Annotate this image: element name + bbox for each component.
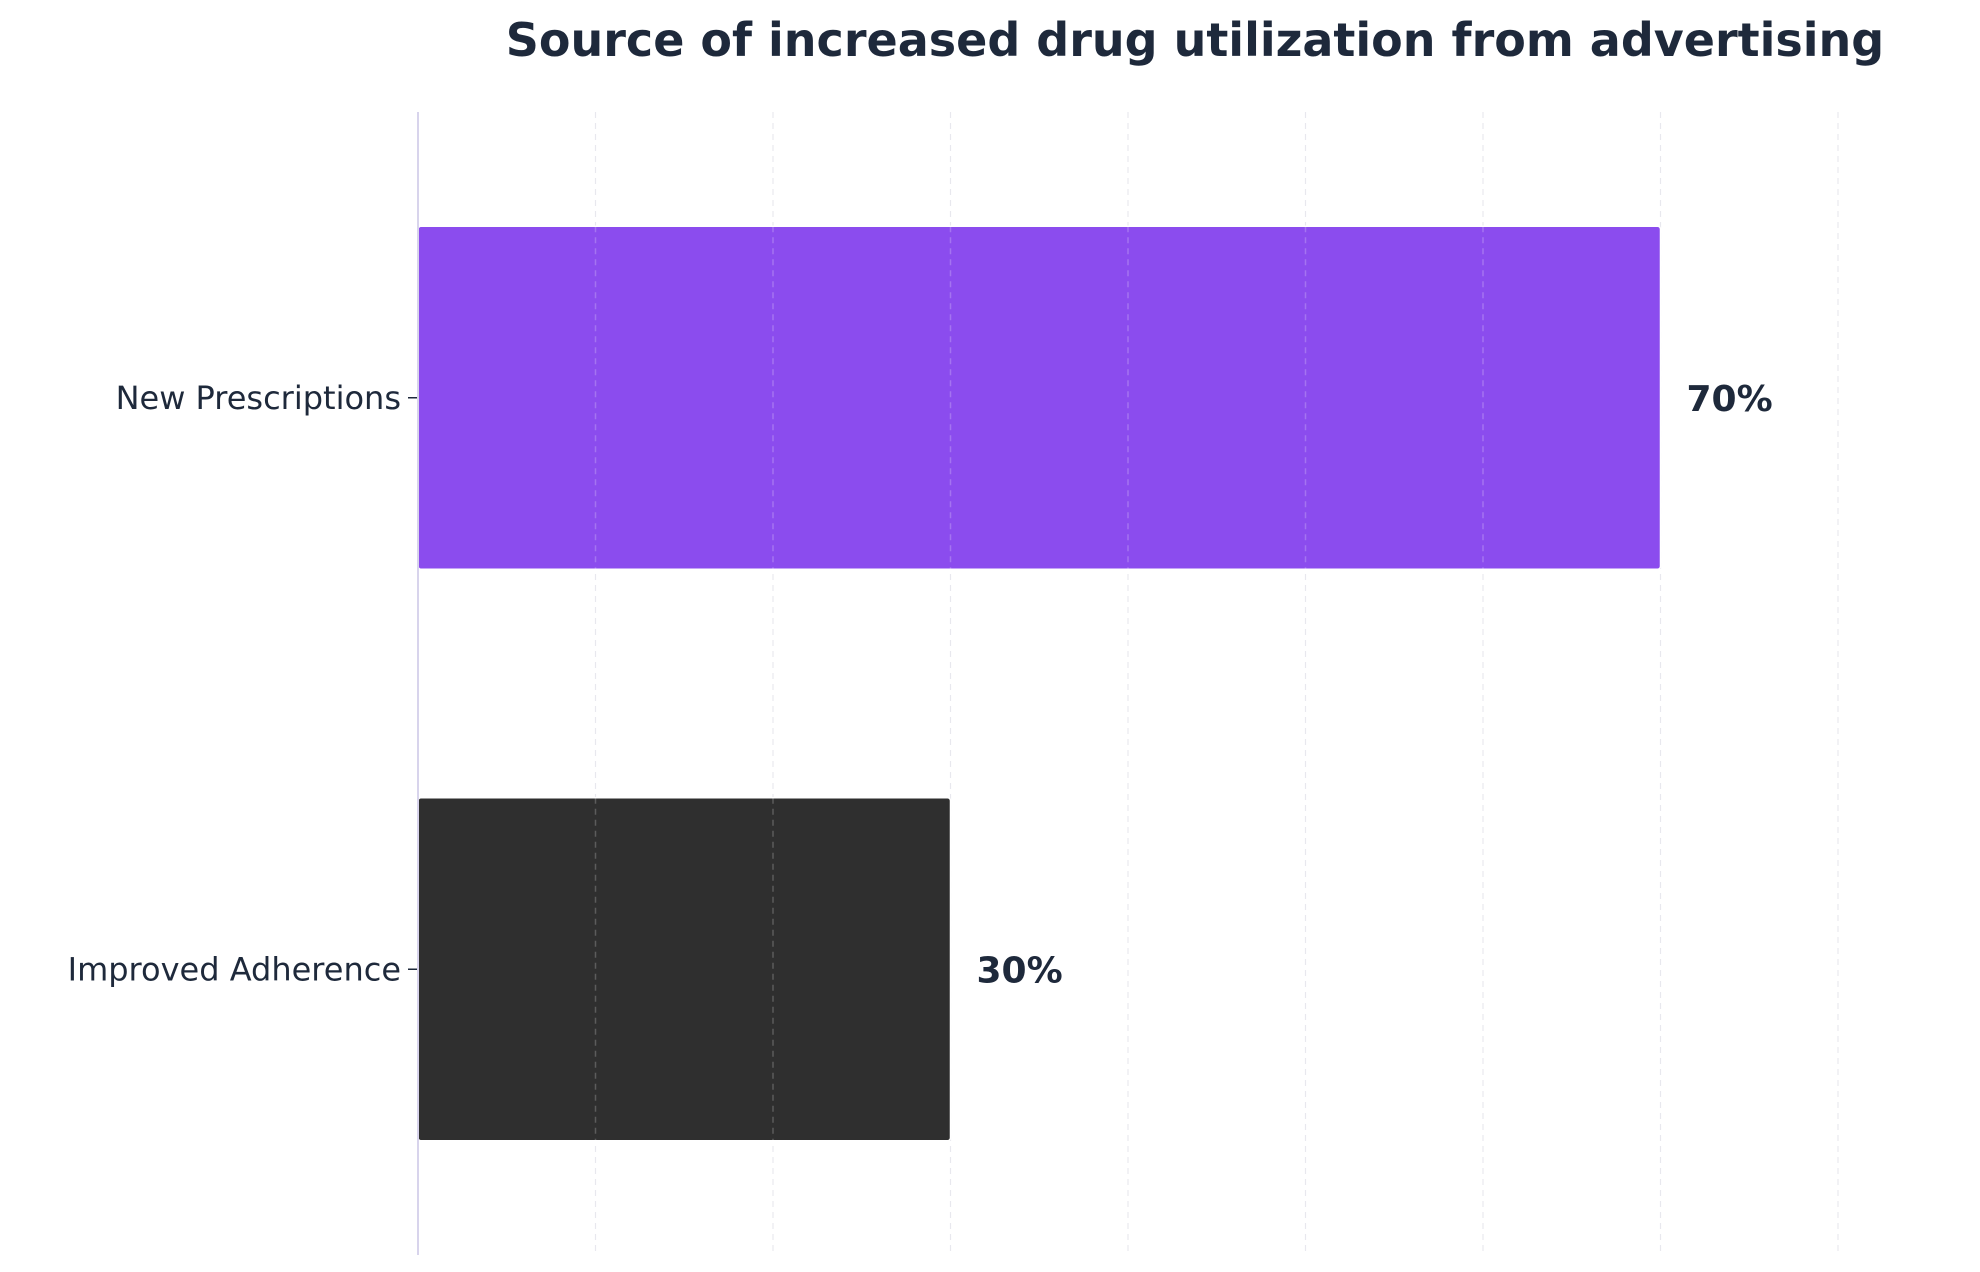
bar [417,797,952,1142]
labels: New Prescriptions 70% Improved Adherence 30… [68,379,1773,992]
value-label: 30% [977,950,1063,991]
bars [417,225,1662,1142]
category-label: Improved Adherence [68,950,401,988]
value-label: 70% [1687,379,1773,420]
bar [417,225,1662,570]
bar-grid-overlay [594,226,1484,1141]
y-axis [408,112,419,1255]
category-label: New Prescriptions [116,379,401,417]
chart-title: Source of increased drug utilization fro… [506,13,1884,67]
